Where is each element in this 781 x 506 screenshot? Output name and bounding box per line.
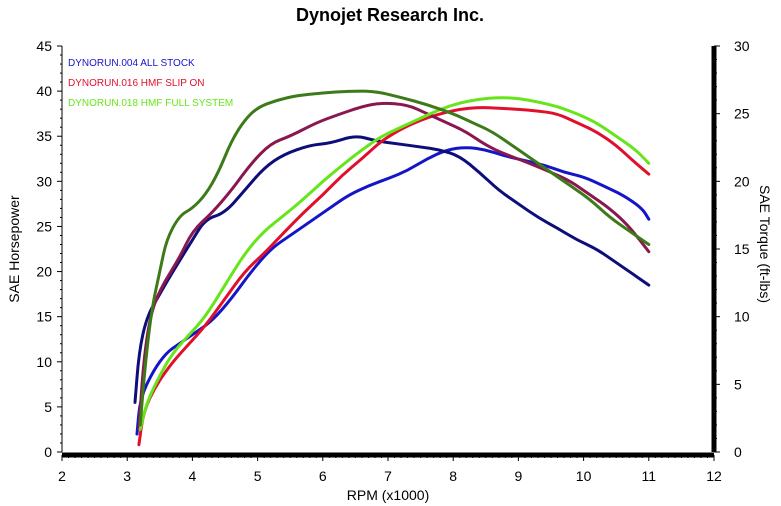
- legend: DYNORUN.004 ALL STOCK DYNORUN.016 HMF SLI…: [68, 58, 233, 109]
- legend-entry: DYNORUN.004 ALL STOCK: [68, 58, 195, 69]
- series-line-torque: [137, 101, 651, 431]
- y-tick-label-left: 30: [36, 173, 52, 189]
- x-tick-label: 12: [706, 468, 722, 484]
- y-tick-label-right: 10: [734, 309, 750, 325]
- right-ticks: 0 5 10 15 20 25 30: [714, 38, 750, 460]
- y-tick-label-left: 5: [44, 399, 52, 415]
- x-tick-label: 2: [58, 468, 66, 484]
- x-axis-label: RPM (x1000): [347, 487, 429, 503]
- y-tick-label-right: 20: [734, 173, 750, 189]
- chart-title: Dynojet Research Inc.: [296, 5, 484, 25]
- x-tick-label: 3: [123, 468, 131, 484]
- y-tick-label-left: 25: [36, 218, 52, 234]
- y-tick-label-left: 0: [44, 444, 52, 460]
- y-tick-label-left: 45: [36, 38, 52, 54]
- x-tick-label: 10: [576, 468, 592, 484]
- y-axis-label-left: SAE Horsepower: [6, 195, 22, 303]
- x-tick-label: 8: [449, 468, 457, 484]
- y-tick-label-right: 15: [734, 241, 750, 257]
- y-tick-label-left: 20: [36, 264, 52, 280]
- legend-entry: DYNORUN.018 HMF FULL SYSTEM: [68, 98, 233, 109]
- series-line-hp: [135, 146, 651, 436]
- y-axis-label-right: SAE Torque (ft-lbs): [757, 185, 773, 303]
- y-tick-label-left: 40: [36, 83, 52, 99]
- left-ticks: 0 5 10 15 20 25 30 35 40 45: [36, 38, 62, 460]
- series-line-torque: [138, 89, 651, 427]
- y-tick-label-right: 30: [734, 38, 750, 54]
- x-tick-label: 5: [254, 468, 262, 484]
- y-tick-label-left: 15: [36, 309, 52, 325]
- x-tick-label: 9: [515, 468, 523, 484]
- bottom-ticks: 2 3 4 5 6 7 8 9 10 11 12: [58, 455, 722, 484]
- x-tick-label: 11: [642, 468, 657, 484]
- series-group: [133, 89, 651, 447]
- series-line-hp: [137, 106, 651, 447]
- y-tick-label-left: 10: [36, 354, 52, 370]
- x-tick-label: 7: [384, 468, 392, 484]
- legend-entry: DYNORUN.016 HMF SLIP ON: [68, 78, 205, 89]
- y-tick-label-right: 5: [734, 376, 742, 392]
- series-line-hp: [138, 96, 651, 431]
- x-tick-label: 6: [319, 468, 327, 484]
- x-tick-label: 4: [189, 468, 197, 484]
- y-tick-label-left: 35: [36, 128, 52, 144]
- y-tick-label-right: 25: [734, 106, 750, 122]
- y-tick-label-right: 0: [734, 444, 742, 460]
